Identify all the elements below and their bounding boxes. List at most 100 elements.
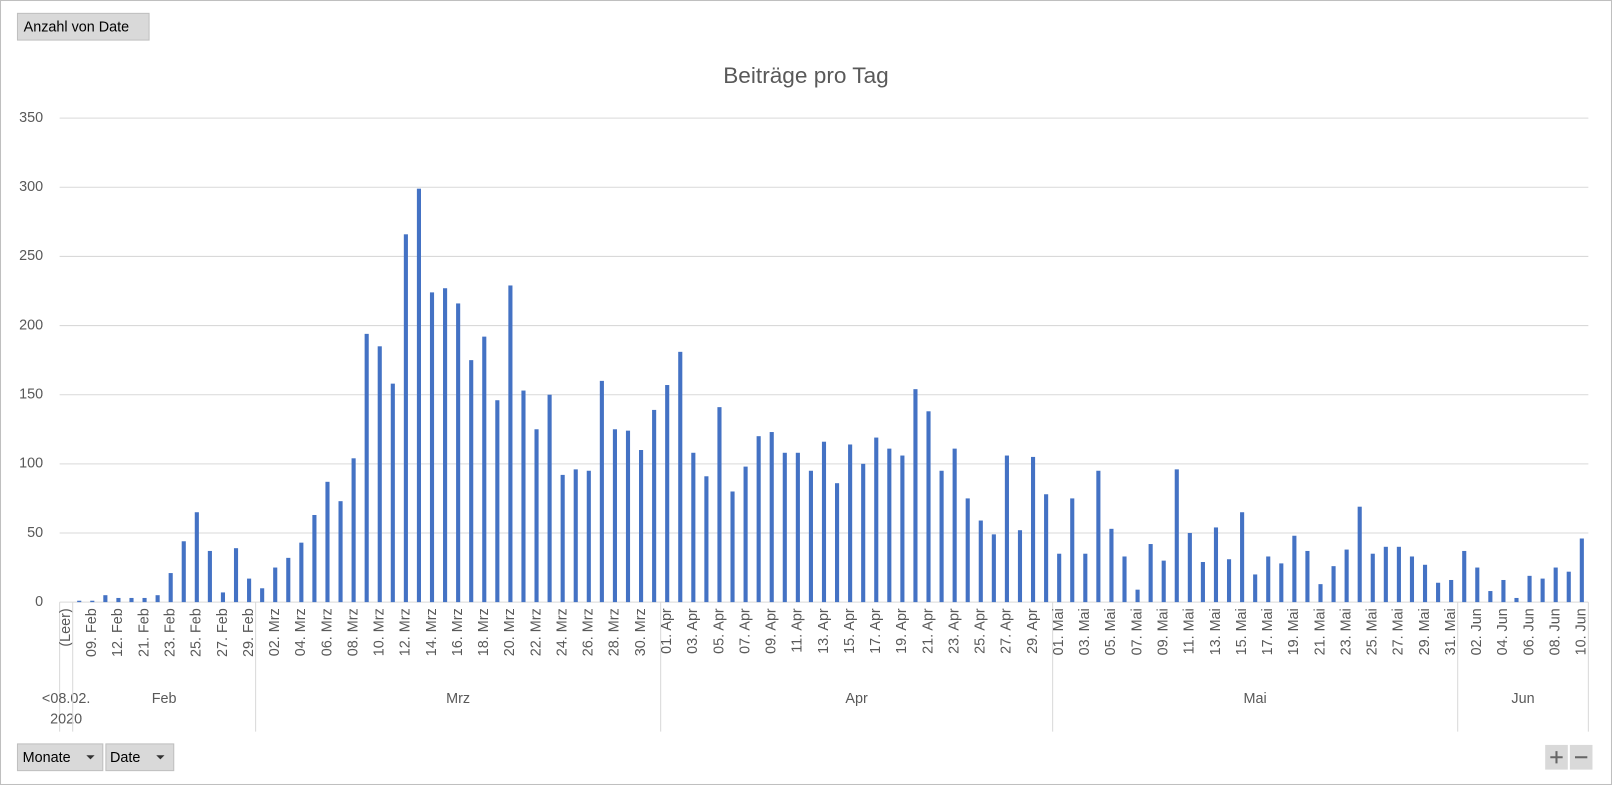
bar [495,400,500,603]
bar [1135,589,1140,603]
chart-title: Beiträge pro Tag [723,63,889,88]
collapse-button[interactable] [1569,744,1593,770]
x-tick-label: 19. Mai [1286,608,1302,655]
bar [665,385,670,603]
x-tick-label: (Leer) [58,608,74,646]
x-tick-label: 12. Feb [110,608,126,657]
group-label: Jun [1511,689,1535,706]
bar [416,188,421,603]
bar [1409,556,1415,603]
expand-button[interactable] [1545,744,1568,770]
bar [1318,584,1323,603]
bar [704,476,709,603]
x-tick-label: 27. Feb [215,608,231,657]
group-label-box: Apr [845,689,867,705]
bar [743,466,748,603]
bar [560,474,565,603]
bar [978,520,983,603]
bar [900,455,905,603]
y-tick-label: 200 [19,317,43,333]
bar [1305,550,1310,603]
x-tick-label: 23. Mai [1338,608,1354,655]
bar [1122,556,1127,603]
bar [508,285,513,603]
x-tick-label: 16. Mrz [450,608,466,656]
bar [364,333,369,603]
group-label: <08.02. 2020 [41,689,91,727]
bar [1396,546,1401,603]
bar [103,595,108,603]
bar [795,452,800,603]
bar [639,450,644,603]
group-label: Mrz [446,689,471,706]
x-tick-label: 31. Mai [1443,608,1459,655]
x-tick-label: 28. Mrz [607,608,623,656]
bar [142,597,147,603]
x-tick-label: 29. Mai [1417,608,1433,655]
bar [1187,532,1192,603]
x-tick-label: 11. Apr [790,608,806,653]
x-tick-label: 04. Mrz [293,608,309,656]
x-tick-label: 14. Mrz [424,608,440,656]
x-tick-label: 07. Mai [1129,608,1145,655]
bar [1266,556,1271,603]
x-tick-label: 25. Apr [973,608,989,654]
bar [1096,470,1101,603]
axis-field-button[interactable]: Date [105,743,175,772]
bar [194,512,199,603]
group-label-box: Mrz [446,689,471,706]
bar [586,470,591,603]
group-label: Mai [1243,689,1267,706]
bar [717,407,722,603]
bar [469,360,474,603]
x-tick-label: 20. Mrz [502,608,518,656]
bar [1044,494,1049,603]
bar [273,567,278,603]
bar [1161,560,1166,603]
plus-icon [1550,751,1563,764]
x-tick-label: 12. Mrz [398,608,414,656]
group-label-box: Mai [1243,689,1267,706]
bar [1475,567,1480,603]
bar [874,437,879,603]
group-label-box: <08.02. 2020 [41,689,91,727]
bar [913,389,918,603]
bar [1501,579,1506,603]
value-field-button[interactable]: Anzahl von Date [16,12,150,41]
bar [456,303,461,603]
y-tick-label: 250 [19,248,43,264]
bar [534,429,539,603]
bar [835,483,840,603]
x-tick-label: 17. Mai [1260,608,1276,655]
bar [991,534,996,603]
bar [848,444,853,603]
bar [1566,571,1571,603]
x-tick-label: 21. Feb [136,608,152,657]
bar [1070,498,1075,603]
bar [1514,597,1519,603]
bar [1148,544,1153,603]
bar [1213,527,1219,603]
bar [808,470,813,603]
bar [821,441,827,603]
bar [429,292,435,603]
bar [1292,535,1297,603]
x-tick-label: 09. Apr [764,608,780,654]
bar [116,597,121,603]
bar [1240,512,1245,603]
x-tick-label: 25. Mai [1365,608,1381,655]
group-label: Feb [151,689,177,706]
bar [286,557,291,603]
bar [939,470,944,603]
bar [1279,563,1284,603]
bar [1579,538,1584,603]
bar [612,429,617,603]
x-tick-label: 01. Mai [1051,608,1067,655]
x-tick-label: 26. Mrz [581,608,597,656]
bar [1083,553,1088,603]
bar [1004,455,1009,603]
group-label-box: Feb [151,689,177,706]
axis-field-button[interactable]: Monate [16,743,104,772]
bar [220,592,226,603]
